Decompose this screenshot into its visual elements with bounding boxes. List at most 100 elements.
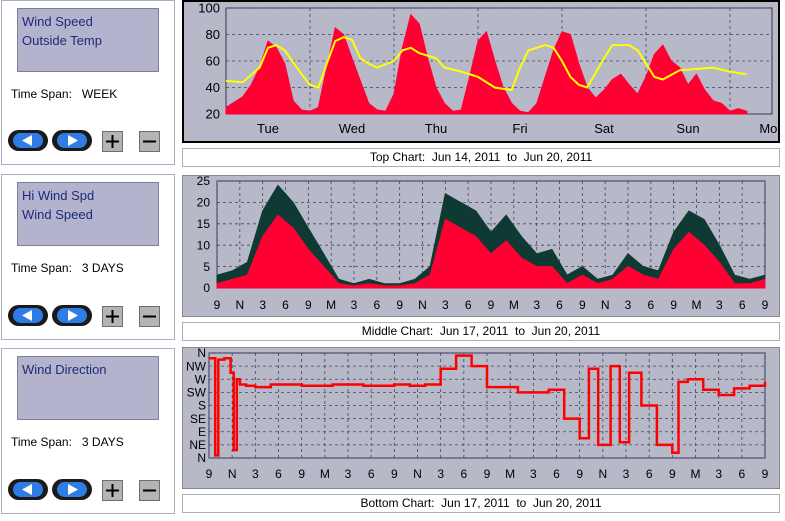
- x-tick-label: 9: [762, 467, 769, 481]
- y-tick-label: 60: [206, 54, 220, 69]
- minus-icon: [143, 489, 156, 492]
- y-tick-label: S: [198, 399, 206, 413]
- panel-bottom: Wind Direction Time Span: 3 DAYS: [1, 348, 175, 514]
- x-tick-label: M: [691, 467, 701, 481]
- y-tick-label: N: [197, 348, 206, 360]
- back-button[interactable]: [8, 130, 48, 151]
- x-tick-label: 9: [484, 467, 491, 481]
- x-tick-label: 9: [214, 298, 221, 312]
- x-tick-label: Thu: [425, 121, 447, 136]
- y-tick-label: 10: [197, 238, 211, 252]
- x-tick-label: 3: [442, 298, 449, 312]
- timespan-label: Time Span:: [11, 87, 72, 101]
- plus-icon: [106, 484, 119, 497]
- x-tick-label: Mon: [759, 121, 778, 136]
- x-tick-label: 9: [762, 298, 769, 312]
- plus-icon: [106, 310, 119, 323]
- y-tick-label: 100: [198, 2, 220, 16]
- series-list-middle[interactable]: Hi Wind Spd Wind Speed: [17, 182, 159, 246]
- x-tick-label: 6: [739, 298, 746, 312]
- timespan-label: Time Span:: [11, 435, 72, 449]
- x-tick-label: 3: [533, 298, 540, 312]
- panel-middle: Hi Wind Spd Wind Speed Time Span: 3 DAYS: [1, 174, 175, 340]
- x-tick-label: 6: [738, 467, 745, 481]
- timespan-middle: Time Span: 3 DAYS: [11, 261, 124, 275]
- x-tick-label: Fri: [512, 121, 527, 136]
- back-arrow-icon: [22, 484, 32, 495]
- minus-icon: [143, 140, 156, 143]
- forward-button[interactable]: [52, 479, 92, 500]
- x-tick-label: 3: [623, 467, 630, 481]
- y-tick-label: 0: [203, 281, 210, 295]
- x-tick-label: 6: [556, 298, 563, 312]
- forward-button[interactable]: [52, 130, 92, 151]
- series-item[interactable]: Wind Speed: [22, 14, 93, 29]
- timespan-value[interactable]: 3 DAYS: [81, 435, 124, 449]
- back-button[interactable]: [8, 305, 48, 326]
- forward-arrow-icon: [68, 310, 78, 321]
- y-tick-label: SE: [190, 412, 206, 426]
- zoom-out-button[interactable]: [139, 131, 160, 152]
- x-tick-label: 6: [647, 298, 654, 312]
- middle-chart-caption: Middle Chart: Jun 17, 2011 to Jun 20, 20…: [182, 322, 780, 341]
- x-tick-label: M: [692, 298, 702, 312]
- y-tick-label: NE: [189, 438, 206, 452]
- middle-chart[interactable]: 0 5 10 15 20 25 9 N 3 6 9 M 3 6 9 N 3 6 9 M 3 6 9 N 3 6 9 M 3 6 9: [182, 174, 780, 317]
- series-line-0: [209, 354, 767, 457]
- x-tick-label: 9: [576, 467, 583, 481]
- x-tick-label: N: [228, 467, 237, 481]
- x-tick-label: Wed: [339, 121, 366, 136]
- x-tick-label: N: [413, 467, 422, 481]
- x-tick-label: 6: [553, 467, 560, 481]
- y-tick-label: N: [197, 451, 206, 465]
- x-tick-label: 9: [670, 298, 677, 312]
- y-tick-label: NW: [186, 359, 207, 373]
- timespan-value[interactable]: WEEK: [81, 87, 118, 101]
- x-tick-label: 9: [206, 467, 213, 481]
- x-tick-label: 3: [437, 467, 444, 481]
- x-tick-label: Sun: [676, 121, 699, 136]
- x-tick-label: 6: [460, 467, 467, 481]
- series-list-bottom[interactable]: Wind Direction: [17, 356, 159, 420]
- zoom-out-button[interactable]: [139, 480, 160, 501]
- timespan-value[interactable]: 3 DAYS: [81, 261, 124, 275]
- series-item[interactable]: Wind Direction: [22, 362, 107, 377]
- timespan-top: Time Span: WEEK: [11, 87, 117, 101]
- x-tick-label: 9: [579, 298, 586, 312]
- panel-top: Wind Speed Outside Temp Time Span: WEEK: [1, 0, 175, 165]
- top-chart[interactable]: 20 40 60 80 100 Tue Wed Thu Fri Sat Sun Mon: [182, 0, 785, 143]
- x-tick-label: M: [320, 467, 330, 481]
- back-button[interactable]: [8, 479, 48, 500]
- zoom-in-button[interactable]: [102, 480, 123, 501]
- y-tick-label: 20: [206, 107, 220, 122]
- x-tick-label: 6: [275, 467, 282, 481]
- zoom-in-button[interactable]: [102, 131, 123, 152]
- x-tick-label: 6: [373, 298, 380, 312]
- zoom-out-button[interactable]: [139, 306, 160, 327]
- series-line-1: [225, 36, 747, 92]
- back-arrow-icon: [22, 135, 32, 146]
- x-tick-label: 3: [715, 467, 722, 481]
- series-item[interactable]: Wind Speed: [22, 207, 93, 222]
- forward-arrow-icon: [68, 484, 78, 495]
- series-item[interactable]: Outside Temp: [22, 33, 102, 48]
- x-tick-label: N: [418, 298, 427, 312]
- zoom-in-button[interactable]: [102, 306, 123, 327]
- x-tick-label: 3: [259, 298, 266, 312]
- plus-icon: [106, 135, 119, 148]
- top-chart-caption: Top Chart: Jun 14, 2011 to Jun 20, 2011: [182, 148, 780, 167]
- series-list-top[interactable]: Wind Speed Outside Temp: [17, 8, 159, 72]
- y-tick-label: 15: [197, 217, 211, 231]
- x-tick-label: 9: [488, 298, 495, 312]
- bottom-chart[interactable]: N NE E SE S SW W NW N 9 N 3 6 9 M 3 6 9 N 3 6 9 M 3 6 9 N 3 6 9 M 3 6 9: [182, 346, 780, 489]
- minus-icon: [143, 315, 156, 318]
- y-tick-label: E: [198, 425, 206, 439]
- x-tick-label: 9: [396, 298, 403, 312]
- series-item[interactable]: Hi Wind Spd: [22, 188, 95, 203]
- x-tick-label: 6: [282, 298, 289, 312]
- x-tick-label: 9: [305, 298, 312, 312]
- x-tick-label: Tue: [257, 121, 279, 136]
- forward-button[interactable]: [52, 305, 92, 326]
